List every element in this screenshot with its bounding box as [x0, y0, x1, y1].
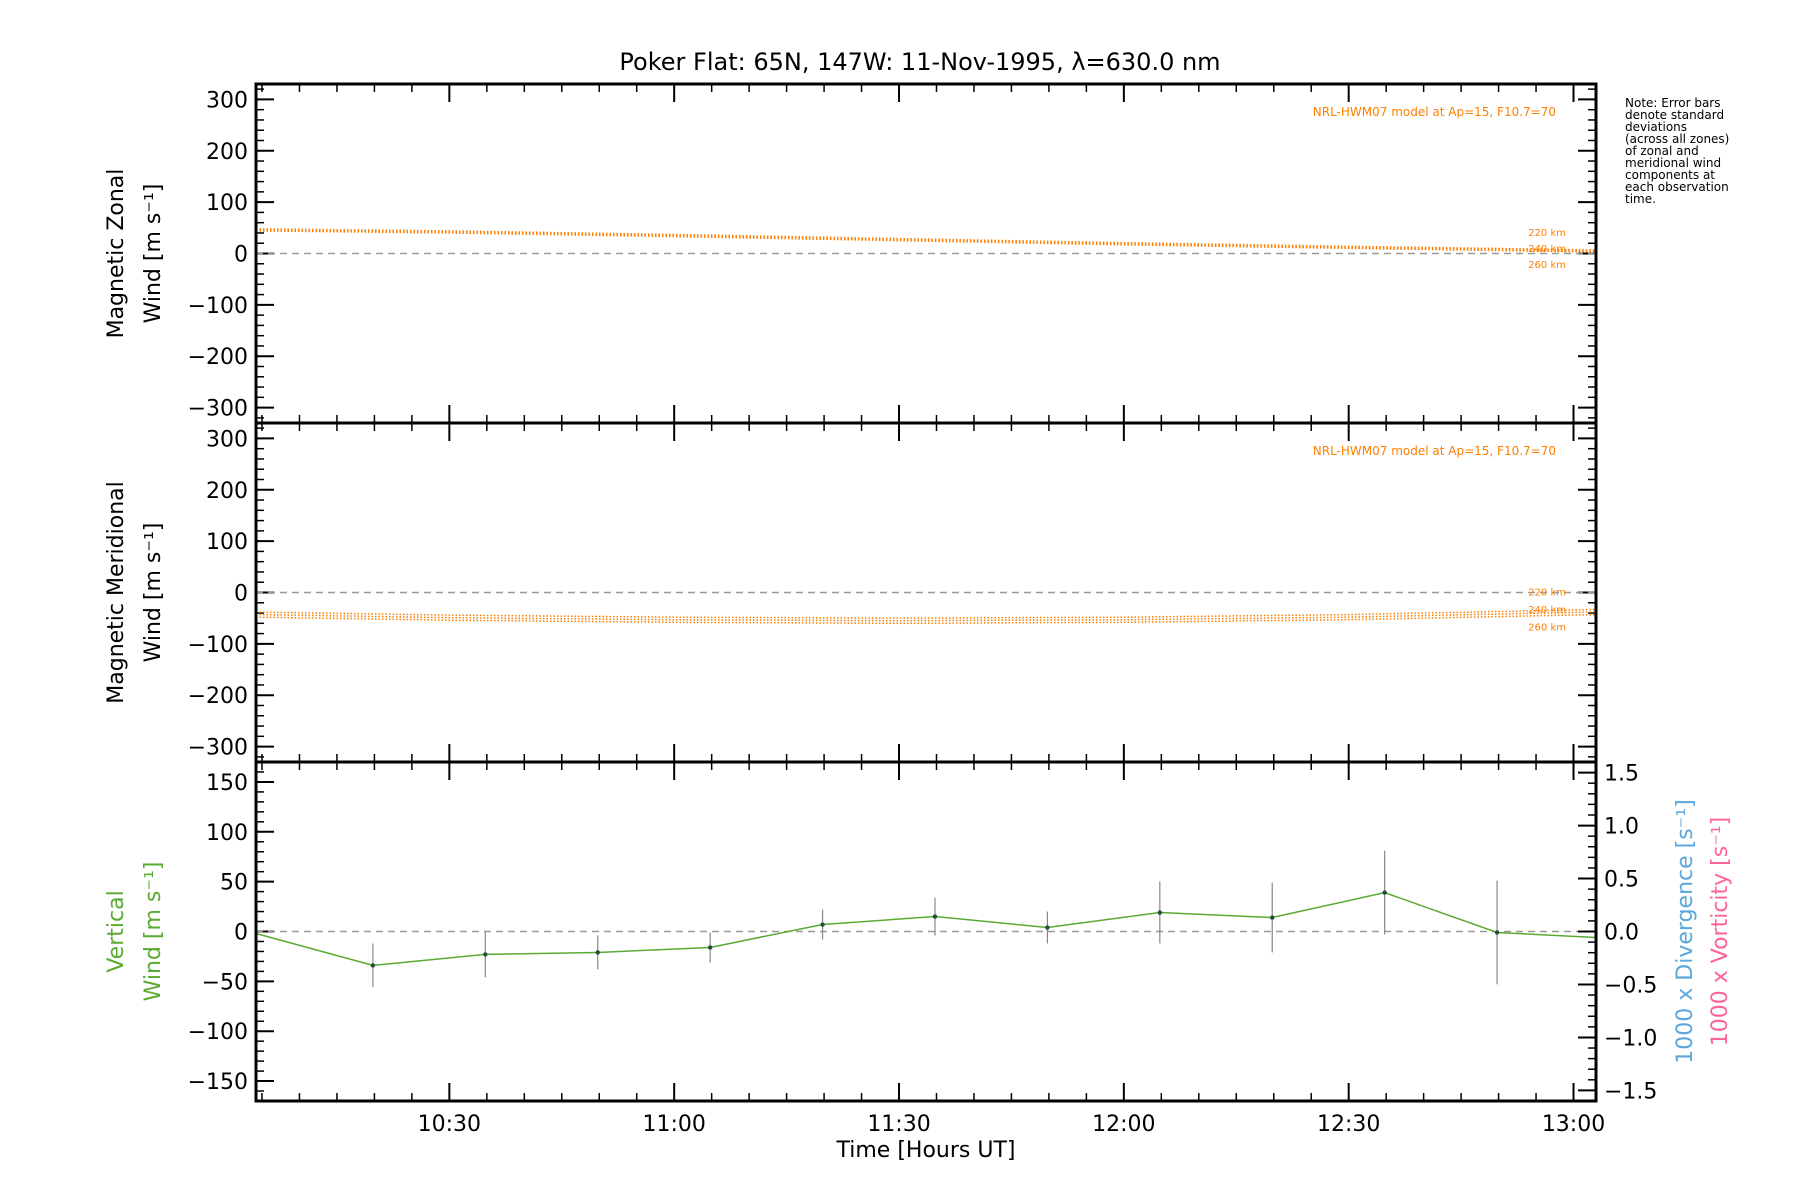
altitude-label: 220 km — [1528, 587, 1566, 598]
x-tick-label: 12:00 — [1092, 1112, 1155, 1137]
data-point — [820, 922, 825, 927]
data-point — [1494, 930, 1500, 935]
data-point — [483, 952, 488, 957]
y2-tick-label: 0.0 — [1604, 921, 1639, 946]
y2-tick-label: 1.5 — [1604, 762, 1639, 787]
altitude-label: 240 km — [1528, 605, 1566, 616]
divergence-axis-label: 1000 x Divergence [s⁻¹] — [1673, 799, 1698, 1063]
data-point — [932, 914, 938, 919]
panel-meridional: 300 200 100 0 −100 −200 −300 NRL-HWM07 model at… — [104, 421, 1598, 764]
y-tick-label: 100 — [206, 530, 248, 555]
note-line: deviations — [1625, 120, 1687, 134]
data-point — [370, 963, 376, 968]
model-series-line — [255, 228, 1597, 251]
y-tick-label: −200 — [188, 345, 248, 370]
model-label: NRL-HWM07 model at Ap=15, F10.7=70 — [1313, 444, 1556, 458]
y2-tick-label: 0.5 — [1604, 868, 1639, 893]
note-line: Note: Error bars — [1625, 96, 1720, 110]
data-point — [1270, 915, 1275, 920]
note-line: time. — [1625, 192, 1656, 206]
y-tick-label: −100 — [188, 633, 248, 658]
y-tick-label: −100 — [188, 294, 248, 319]
panel-frame — [254, 82, 1598, 425]
model-series-line — [255, 611, 1597, 622]
altitude-label: 260 km — [1528, 623, 1566, 634]
data-point — [707, 945, 713, 950]
note-line: denote standard — [1625, 108, 1724, 122]
y2-tick-label: 1.0 — [1604, 815, 1639, 840]
y-tick-label: −300 — [188, 397, 248, 422]
model-series-line — [255, 613, 1597, 625]
y-axis-label: Wind [m s⁻¹] — [141, 862, 166, 1002]
y-tick-label: 200 — [206, 479, 248, 504]
altitude-label: 260 km — [1528, 260, 1566, 271]
y-axis-label: Vertical — [104, 890, 129, 972]
error-bar-note: Note: Error bars denote standard deviati… — [1625, 96, 1729, 206]
y-tick-label: 150 — [206, 771, 248, 796]
x-tick-label: 11:00 — [642, 1112, 705, 1137]
y-tick-label: 100 — [206, 191, 248, 216]
y-tick-label: −100 — [188, 1020, 248, 1045]
y2-tick-label: −1.0 — [1604, 1026, 1657, 1051]
panel-frame — [254, 421, 1598, 764]
y-axis-label: Magnetic Meridional — [104, 481, 129, 703]
y-tick-label: 300 — [206, 427, 248, 452]
y-tick-label: −300 — [188, 736, 248, 761]
altitude-label: 220 km — [1528, 228, 1566, 239]
model-label: NRL-HWM07 model at Ap=15, F10.7=70 — [1313, 105, 1556, 119]
vorticity-axis-label: 1000 x Vorticity [s⁻¹] — [1708, 817, 1733, 1047]
y-tick-label: 300 — [206, 88, 248, 113]
y2-tick-label: −1.5 — [1604, 1079, 1657, 1104]
panel-zonal: 300 200 100 0 −100 −200 −300 NRL-HWM07 model at… — [104, 82, 1598, 425]
y-axis-label: Wind [m s⁻¹] — [141, 523, 166, 663]
note-line: meridional wind — [1625, 156, 1721, 170]
data-point — [1157, 910, 1163, 915]
model-series-line — [255, 608, 1597, 619]
x-axis-label: Time [Hours UT] — [836, 1138, 1016, 1163]
y-tick-label: 0 — [234, 582, 248, 607]
y-tick-label: 0 — [234, 243, 248, 268]
y-axis-label: Magnetic Zonal — [104, 169, 129, 339]
chart-title: Poker Flat: 65N, 147W: 11-Nov-1995, λ=63… — [619, 48, 1220, 76]
x-tick-label: 12:30 — [1317, 1112, 1380, 1137]
model-series-line — [255, 230, 1597, 253]
x-tick-label: 13:00 — [1542, 1112, 1605, 1137]
panel-vertical: 150 100 50 0 −50 −100 −150 1.5 1.0 0.5 0.0 −0.5 −1.0… — [104, 760, 1733, 1163]
x-tick-label: 10:30 — [418, 1112, 481, 1137]
note-line: each observation — [1625, 180, 1729, 194]
chart-panels: 300 200 100 0 −100 −200 −300 NRL-HWM07 model at… — [104, 82, 1733, 1163]
y-tick-label: −200 — [188, 684, 248, 709]
note-line: components at — [1625, 168, 1715, 182]
x-tick-label: 11:30 — [867, 1112, 930, 1137]
vertical-wind-line — [255, 891, 1597, 967]
note-line: (across all zones) — [1625, 132, 1729, 146]
y-tick-label: 100 — [206, 821, 248, 846]
data-point — [1045, 925, 1050, 930]
data-point — [595, 950, 600, 955]
altitude-label: 240 km — [1528, 244, 1566, 255]
y-tick-label: 200 — [206, 140, 248, 165]
panel-frame — [254, 760, 1598, 1103]
model-series-line — [255, 229, 1597, 252]
y-tick-label: 50 — [220, 871, 248, 896]
note-line: of zonal and — [1625, 144, 1699, 158]
y-tick-label: −50 — [202, 970, 248, 995]
y-axis-label: Wind [m s⁻¹] — [141, 184, 166, 324]
y-tick-label: −150 — [188, 1070, 248, 1095]
y-tick-label: 0 — [234, 921, 248, 946]
y2-tick-label: −0.5 — [1604, 973, 1657, 998]
data-point — [1382, 890, 1387, 895]
